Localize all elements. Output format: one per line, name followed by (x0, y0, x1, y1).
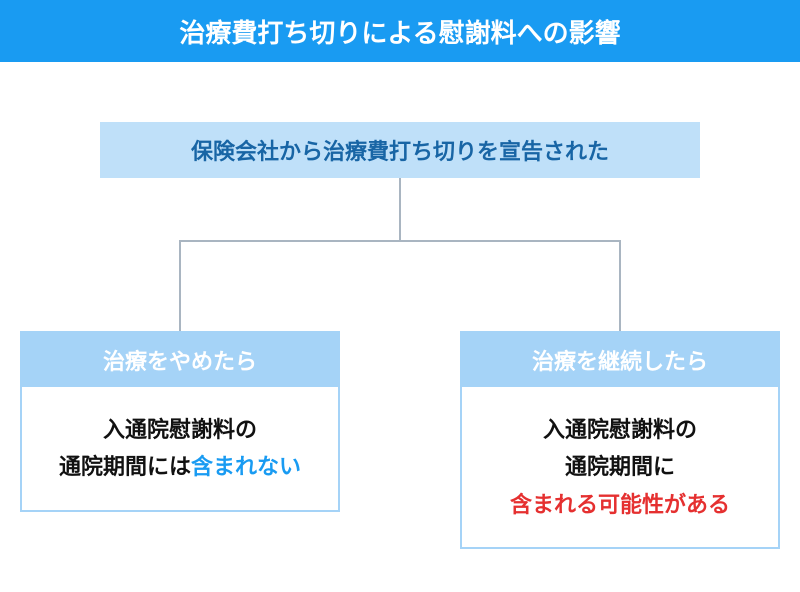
connector-cross (180, 240, 620, 242)
title-bar: 治療費打ち切りによる慰謝料への影響 (0, 0, 800, 62)
leaf-stop-treatment: 治療をやめたら 入通院慰謝料の 通院期間には含まれない (20, 331, 340, 512)
leaf-stop-line2-pre: 通院期間には (59, 454, 191, 479)
leaf-stop-body: 入通院慰謝料の 通院期間には含まれない (22, 387, 338, 510)
leaf-continue-line3: 含まれる可能性がある (472, 486, 768, 523)
leaf-stop-header: 治療をやめたら (22, 333, 338, 387)
connector-branch-left (179, 240, 181, 331)
leaf-continue-line1: 入通院慰謝料の (472, 411, 768, 448)
leaf-continue-line2-pre: 通院期間に (565, 454, 675, 479)
leaf-stop-line2: 通院期間には含まれない (32, 448, 328, 485)
connector-branch-right (619, 240, 621, 331)
leaf-continue-line2: 通院期間に (472, 448, 768, 485)
leaf-continue-treatment: 治療を継続したら 入通院慰謝料の 通院期間に 含まれる可能性がある (460, 331, 780, 549)
leaf-continue-highlight: 含まれる可能性がある (510, 492, 730, 517)
connector-trunk (399, 178, 401, 240)
leaf-continue-body: 入通院慰謝料の 通院期間に 含まれる可能性がある (462, 387, 778, 547)
leaf-continue-header: 治療を継続したら (462, 333, 778, 387)
leaf-stop-line1: 入通院慰謝料の (32, 411, 328, 448)
root-node: 保険会社から治療費打ち切りを宣告された (100, 122, 700, 178)
leaf-stop-highlight: 含まれない (191, 454, 301, 479)
